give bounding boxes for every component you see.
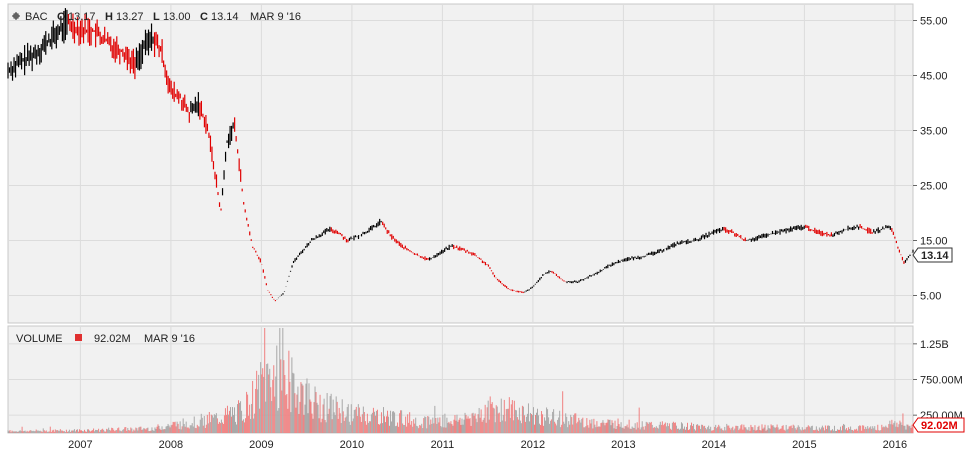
high-label: H (105, 11, 113, 23)
x-tick-label: 2016 (883, 439, 907, 451)
volume-date: MAR 9 '16 (144, 333, 195, 345)
x-tick-label: 2007 (68, 439, 92, 451)
close-value: 13.14 (211, 11, 239, 23)
price-tick-label: 15.00 (920, 236, 948, 248)
price-tick-label: 35.00 (920, 126, 948, 138)
price-tick-label: 5.00 (920, 291, 941, 303)
low-value: 13.00 (163, 11, 191, 23)
last-volume-badge: 92.02M (912, 417, 965, 433)
price-tick-label: 25.00 (920, 181, 948, 193)
price-y-axis: 55.00 45.00 35.00 25.00 15.00 5.00 (913, 16, 948, 303)
x-tick-label: 2012 (521, 439, 545, 451)
volume-tick-label: 750.00M (920, 375, 963, 387)
volume-label: VOLUME (16, 333, 62, 345)
price-tick-label: 45.00 (920, 71, 948, 83)
crosshair-icon[interactable] (12, 12, 20, 20)
price-plot (7, 8, 914, 302)
x-tick-label: 2008 (159, 439, 183, 451)
x-tick-label: 2014 (702, 439, 726, 451)
last-price-value: 13.14 (921, 250, 949, 262)
x-tick-label: 2010 (340, 439, 364, 451)
open-value: 13.17 (68, 11, 96, 23)
volume-legend-swatch (75, 334, 82, 341)
price-panel-background (7, 3, 914, 324)
last-price-badge: 13.14 (912, 247, 953, 263)
open-label: O (57, 11, 66, 23)
volume-plot (7, 328, 914, 433)
volume-header: VOLUME 92.02M MAR 9 '16 (16, 333, 195, 345)
volume-grid (8, 326, 913, 433)
x-axis: 2007 2008 2009 2010 2011 2012 2013 2014 2015 2016 (68, 439, 907, 451)
ticker-symbol: BAC (25, 11, 48, 23)
x-tick-label: 2009 (249, 439, 273, 451)
last-volume-value: 92.02M (921, 420, 958, 432)
price-header: BAC O 13.17 H 13.27 L 13.00 C 13.14 MAR … (12, 11, 301, 23)
price-tick-label: 55.00 (920, 16, 948, 28)
x-tick-label: 2015 (792, 439, 816, 451)
x-tick-label: 2011 (431, 439, 455, 451)
close-label: C (200, 11, 208, 23)
high-value: 13.27 (116, 11, 144, 23)
volume-value: 92.02M (94, 333, 131, 345)
low-label: L (153, 11, 160, 23)
header-date: MAR 9 '16 (250, 11, 301, 23)
x-tick-label: 2013 (611, 439, 635, 451)
volume-tick-label: 1.25B (920, 339, 949, 351)
price-grid (8, 4, 913, 323)
